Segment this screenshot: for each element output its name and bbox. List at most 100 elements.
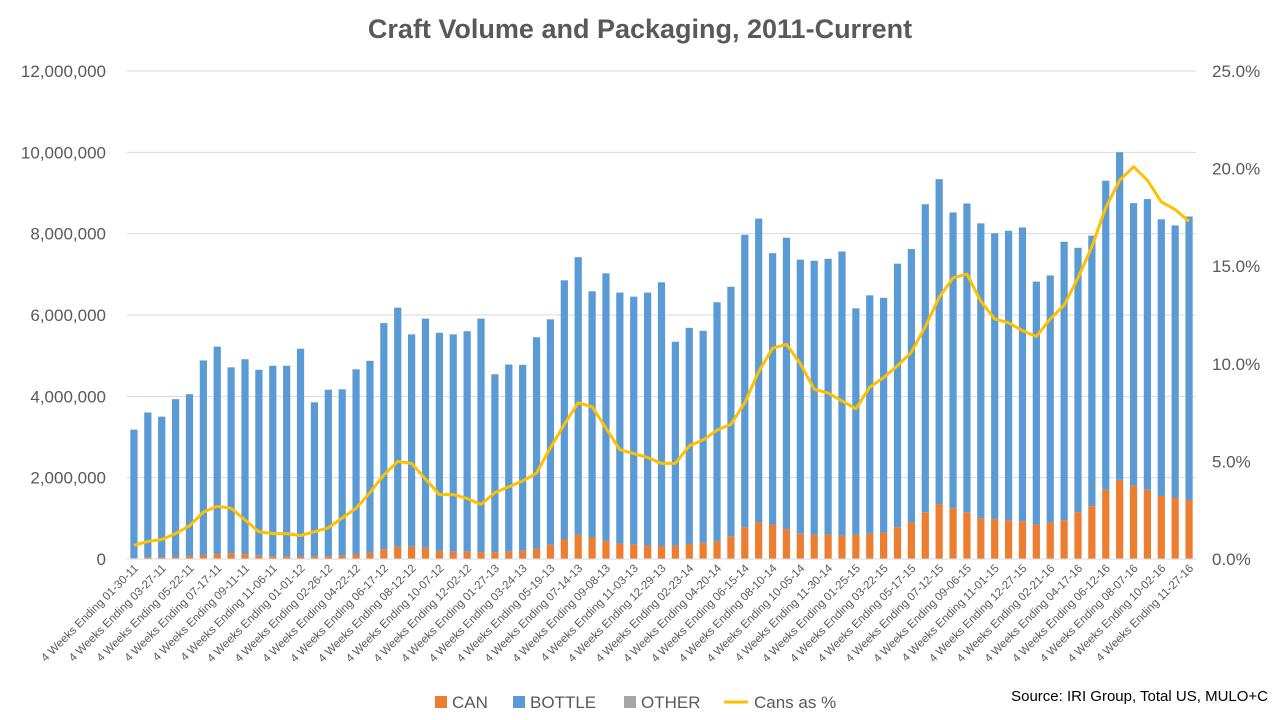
bar-bottle <box>977 223 985 519</box>
bar-can <box>477 552 485 559</box>
bar-bottle <box>283 365 291 557</box>
bar-can <box>796 533 804 559</box>
bar-can <box>657 545 666 559</box>
bar-can <box>741 527 749 559</box>
bar-can <box>1116 479 1124 559</box>
y-left-tick-label: 6,000,000 <box>30 306 106 325</box>
bar-can <box>685 543 693 559</box>
bar-bottle <box>227 367 235 554</box>
bar-bottle <box>1046 275 1054 523</box>
bar-can <box>1171 498 1179 559</box>
y-left-tick-label: 10,000,000 <box>21 143 106 162</box>
bar-bottle <box>324 389 332 557</box>
bar-bottle <box>616 292 624 544</box>
bar-can <box>935 504 943 559</box>
bar-bottle <box>407 334 416 547</box>
bar-can <box>880 532 888 559</box>
bar-bottle <box>810 260 818 535</box>
bar-bottle <box>366 360 374 553</box>
bar-bottle <box>768 253 777 525</box>
bar-can <box>491 552 499 559</box>
bar-can <box>1018 521 1027 559</box>
bar-can <box>1157 495 1165 559</box>
source-note: Source: IRI Group, Total US, MULO+C <box>1011 688 1268 705</box>
y-right-tick-label: 0.0% <box>1212 550 1251 569</box>
bar-can <box>213 554 221 559</box>
bar-can <box>963 512 971 559</box>
y-right-tick-label: 20.0% <box>1212 160 1260 179</box>
bar-can <box>185 556 194 559</box>
chart-title: Craft Volume and Packaging, 2011-Current <box>367 14 913 44</box>
bar-bottle <box>477 318 485 553</box>
bar-bottle <box>421 318 430 548</box>
bar-can <box>824 534 832 559</box>
bar-can <box>1102 489 1110 559</box>
bar-can <box>463 551 471 559</box>
bar-can <box>546 544 555 559</box>
y-right-tick-label: 25.0% <box>1212 62 1260 81</box>
bar-bottle <box>519 365 527 551</box>
bar-can <box>810 534 818 559</box>
bar-can <box>1088 506 1096 559</box>
bar-can <box>283 556 291 559</box>
bar-bottle <box>602 273 610 541</box>
legend-label: CAN <box>452 693 488 712</box>
bar-can <box>519 550 527 559</box>
bar-can <box>630 544 638 559</box>
bar-can <box>1143 489 1152 559</box>
legend-label: BOTTLE <box>530 693 596 712</box>
bar-bottle <box>241 359 249 555</box>
bar-bottle <box>782 237 791 530</box>
bar-can <box>713 541 721 559</box>
bar-can <box>1046 522 1054 559</box>
bar-bottle <box>907 249 916 523</box>
bar-can <box>532 548 541 559</box>
bar-can <box>602 540 610 559</box>
bar-bottle <box>463 331 471 552</box>
bar-can <box>338 555 346 559</box>
bar-can <box>199 554 207 559</box>
bar-bottle <box>352 369 360 555</box>
bar-bottle <box>269 365 277 557</box>
bar-bottle <box>394 307 402 547</box>
bar-bottle <box>1129 203 1138 486</box>
bar-can <box>1129 485 1138 559</box>
bar-bottle <box>588 291 596 538</box>
bar-bottle <box>741 234 749 528</box>
bar-bottle <box>435 332 443 551</box>
bar-can <box>394 546 402 559</box>
bar-bottle <box>491 374 499 553</box>
bar-can <box>380 549 388 559</box>
bar-can <box>949 508 957 559</box>
legend-label: OTHER <box>641 693 701 712</box>
bar-bottle <box>685 328 693 544</box>
bar-bottle <box>880 297 888 533</box>
bar-can <box>907 522 916 559</box>
bar-bottle <box>963 203 971 513</box>
bar-bottle <box>644 292 652 546</box>
bar-bottle <box>310 402 319 557</box>
y-left-tick-label: 12,000,000 <box>21 62 106 81</box>
bar-bottle <box>991 233 999 520</box>
bar-can <box>1004 520 1013 559</box>
bar-can <box>171 556 180 559</box>
bar-bottle <box>449 334 457 552</box>
bar-bottle <box>1185 216 1193 501</box>
bar-bottle <box>1060 241 1068 521</box>
bar-bottle <box>935 179 943 505</box>
bar-can <box>366 552 374 559</box>
bar-can <box>421 547 430 559</box>
bar-can <box>838 535 846 559</box>
y-right-tick-label: 10.0% <box>1212 355 1260 374</box>
bar-can <box>449 551 457 559</box>
bar-bottle <box>546 319 555 545</box>
bar-bottle <box>949 212 957 509</box>
bar-can <box>866 533 874 559</box>
bar-bottle <box>574 257 582 535</box>
bar-can <box>241 554 249 559</box>
bar-can <box>852 534 860 559</box>
bar-bottle <box>1143 199 1152 490</box>
bar-can <box>644 545 652 559</box>
bar-can <box>991 519 999 559</box>
